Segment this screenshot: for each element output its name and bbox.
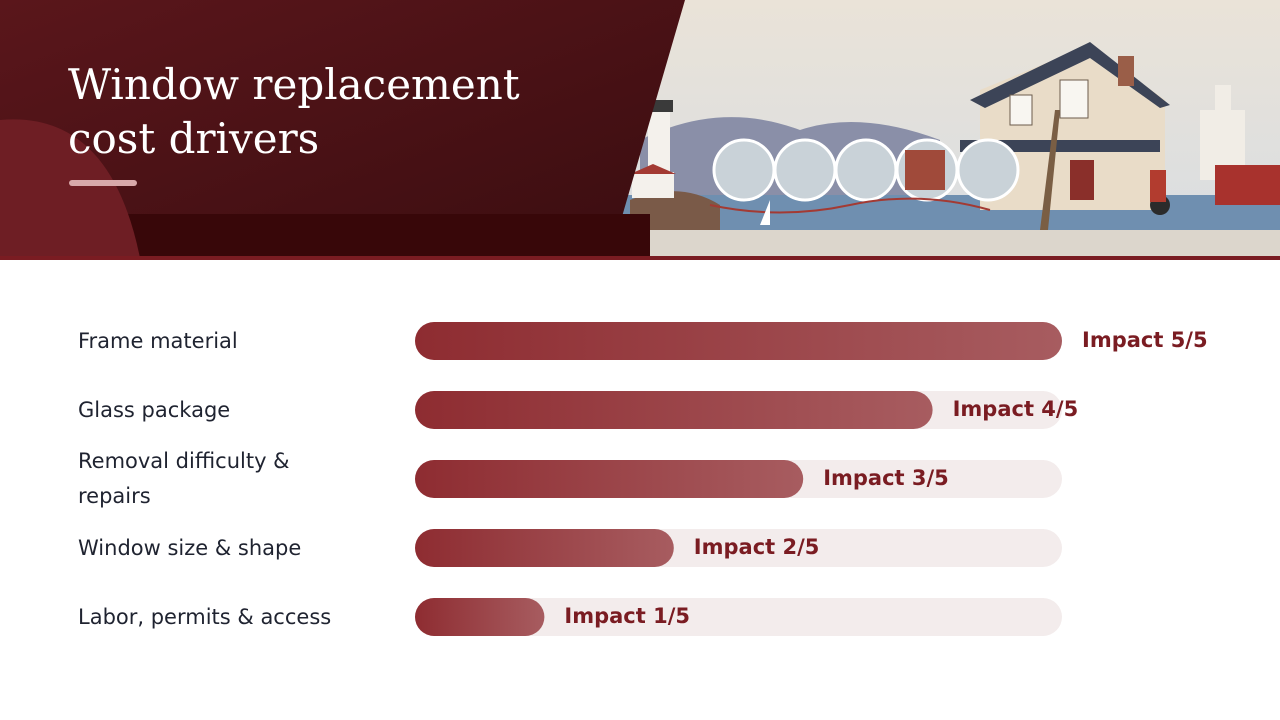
title-accent	[69, 180, 137, 186]
category-label: Frame material	[78, 328, 238, 353]
bar-track	[415, 598, 1062, 636]
category-label: Removal difficulty & repairs	[78, 449, 290, 508]
category-label: Labor, permits & access	[78, 604, 332, 629]
value-label: Impact 1/5	[564, 604, 690, 628]
header-illustration	[600, 0, 1280, 258]
header-panel	[0, 0, 685, 258]
value-label: Impact 5/5	[1082, 328, 1208, 352]
bar	[415, 322, 1062, 360]
category-label: Glass package	[78, 397, 231, 422]
bar	[415, 460, 804, 498]
header-rule	[0, 256, 1280, 260]
value-label: Impact 3/5	[823, 466, 949, 490]
category-label: Window size & shape	[78, 535, 302, 560]
bar	[415, 391, 933, 429]
bar	[415, 529, 674, 567]
value-label: Impact 4/5	[952, 397, 1079, 421]
value-label: Impact 2/5	[693, 535, 820, 559]
chart-title: Window replacement cost drivers	[68, 60, 520, 163]
header-circle	[0, 119, 140, 258]
bar	[415, 598, 545, 636]
